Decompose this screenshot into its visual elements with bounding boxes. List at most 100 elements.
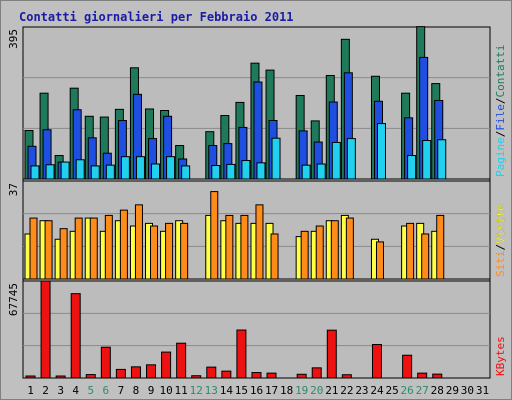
x-tick-label: 1 [27,384,34,397]
bar-pagine [226,163,236,180]
bar-siti [240,214,249,280]
bar-pagine [301,164,311,180]
bar-kbytes [191,375,202,379]
bar-pagine [376,123,386,180]
bar-pagine [166,156,176,180]
x-tick-label: 19 [295,384,308,397]
x-tick-label: 17 [265,384,278,397]
bar-siti [300,230,309,280]
bar-siti [375,241,384,280]
legend-entry: / [494,244,507,251]
bar-siti [421,233,430,280]
x-tick-label: 23 [355,384,368,397]
x-tick-label: 28 [431,384,444,397]
bar-pagine [151,163,161,180]
bar-pagine [90,165,100,180]
bar-pagine [271,137,281,180]
x-tick-label: 30 [461,384,474,397]
bar-pagine [75,159,85,180]
x-tick-label: 31 [476,384,489,397]
legend-entry: / [494,98,507,105]
bar-pagine [181,165,191,180]
y-max-label: 37 [7,183,20,196]
bar-kbytes [100,346,111,379]
bar-pagine [45,164,55,180]
bar-kbytes [296,373,307,379]
x-tick-label: 27 [416,384,429,397]
bar-siti [150,225,159,280]
x-tick-label: 20 [310,384,323,397]
x-tick-label: 29 [446,384,459,397]
bar-pagine [135,156,145,180]
y-max-label: 67745 [7,283,20,316]
x-tick-label: 16 [250,384,263,397]
bar-siti [255,204,264,280]
y-max-label: 395 [7,29,20,49]
x-tick-label: 13 [205,384,218,397]
bar-siti [89,217,98,280]
bar-kbytes [326,329,337,379]
bar-pagine [60,161,70,180]
bar-kbytes [417,372,428,379]
bar-kbytes [25,375,36,379]
bar-pagine [105,164,115,180]
x-tick-label: 21 [325,384,338,397]
x-tick-label: 24 [370,384,384,397]
bar-kbytes [402,354,413,379]
bar-pagine [241,160,251,180]
legend-entry: Visite [494,204,507,244]
x-tick-label: 6 [103,384,110,397]
bar-siti [59,228,68,280]
x-tick-label: 2 [42,384,49,397]
legend-entry: Contatti [494,45,507,98]
bar-pagine [346,138,356,180]
x-tick-label: 14 [220,384,234,397]
x-tick-label: 4 [72,384,79,397]
x-tick-label: 11 [175,384,188,397]
bar-siti [210,191,219,280]
bar-kbytes [146,364,157,379]
bar-kbytes [70,293,81,379]
panel-bottom-background [22,280,491,379]
bar-kbytes [161,351,172,379]
x-tick-label: 15 [235,384,248,397]
x-tick-label: 8 [133,384,140,397]
bar-kbytes [432,373,443,379]
legend-entry: Pagine [494,137,507,177]
bar-siti [436,214,445,280]
bar-kbytes [266,372,277,379]
bar-kbytes [85,374,96,379]
bar-kbytes [130,366,141,379]
bar-siti [315,225,324,280]
legend-entry: File [494,104,507,131]
bar-pagine [120,156,130,180]
legend-middle: Siti/Visite [494,204,507,277]
bar-kbytes [371,343,382,379]
bar-pagine [211,165,221,180]
bar-kbytes [115,368,126,379]
bar-kbytes [236,329,247,379]
bar-kbytes [251,372,262,379]
bar-pagine [316,163,326,180]
bar-kbytes [55,375,66,379]
x-tick-label: 12 [190,384,203,397]
x-tick-label: 10 [159,384,172,397]
x-tick-label: 26 [401,384,414,397]
bar-pagine [256,162,266,180]
bar-kbytes [221,370,232,379]
bar-kbytes [206,366,217,379]
legend-entry: KBytes [494,336,507,376]
bar-siti [104,214,113,280]
bar-siti [330,220,339,280]
bar-kbytes [341,374,352,379]
bar-siti [44,220,53,280]
bar-pagine [437,139,447,180]
bar-siti [180,222,189,280]
bar-pagine [422,140,432,180]
x-tick-label: 7 [118,384,125,397]
legend-entry: Siti [494,251,507,278]
bar-siti [225,214,234,280]
bar-siti [29,217,38,280]
